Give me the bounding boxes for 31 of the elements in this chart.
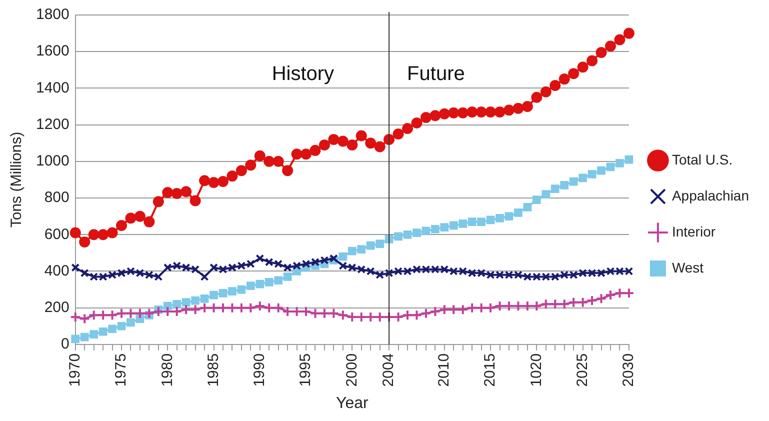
y-tick-label: 1000 [36, 152, 70, 170]
y-tick-label: 1800 [36, 6, 70, 24]
x-tick-label: 1980 [158, 353, 176, 387]
x-tick-label: 2004 [380, 353, 398, 387]
x-tick-label: 1975 [112, 353, 130, 387]
y-tick-label: 400 [44, 262, 70, 280]
y-tick-label: 0 [61, 336, 70, 353]
annotation: Future [407, 62, 465, 85]
x-tick-label: 1990 [251, 353, 268, 387]
y-tick-label: 1400 [36, 79, 70, 96]
legend-label: Interior [672, 223, 716, 240]
legend-label: West [672, 259, 704, 276]
legend-label: Total U.S. [672, 151, 733, 168]
x-tick-label: 2025 [574, 353, 591, 387]
y-tick-label: 1200 [36, 116, 70, 133]
y-tick-label: 800 [44, 189, 70, 206]
y-tick-label: 200 [44, 298, 70, 316]
x-tick-label: 2015 [482, 353, 499, 387]
x-tick-label: 1970 [66, 353, 84, 387]
annotation: History [272, 62, 334, 85]
y-axis-title: Tons (Millions) [8, 132, 26, 228]
y-tick-label: 600 [44, 226, 70, 243]
x-tick-label: 1995 [297, 353, 314, 387]
legend-label: Appalachian [672, 187, 749, 204]
x-tick-label: 2010 [436, 353, 453, 387]
x-tick-label: 2000 [343, 353, 360, 387]
x-tick-label: 1985 [204, 353, 222, 387]
x-tick-label: 2030 [620, 353, 638, 387]
x-axis-title: Year [336, 394, 369, 412]
y-tick-label: 1600 [36, 42, 70, 60]
x-tick-label: 1020 [528, 353, 545, 387]
